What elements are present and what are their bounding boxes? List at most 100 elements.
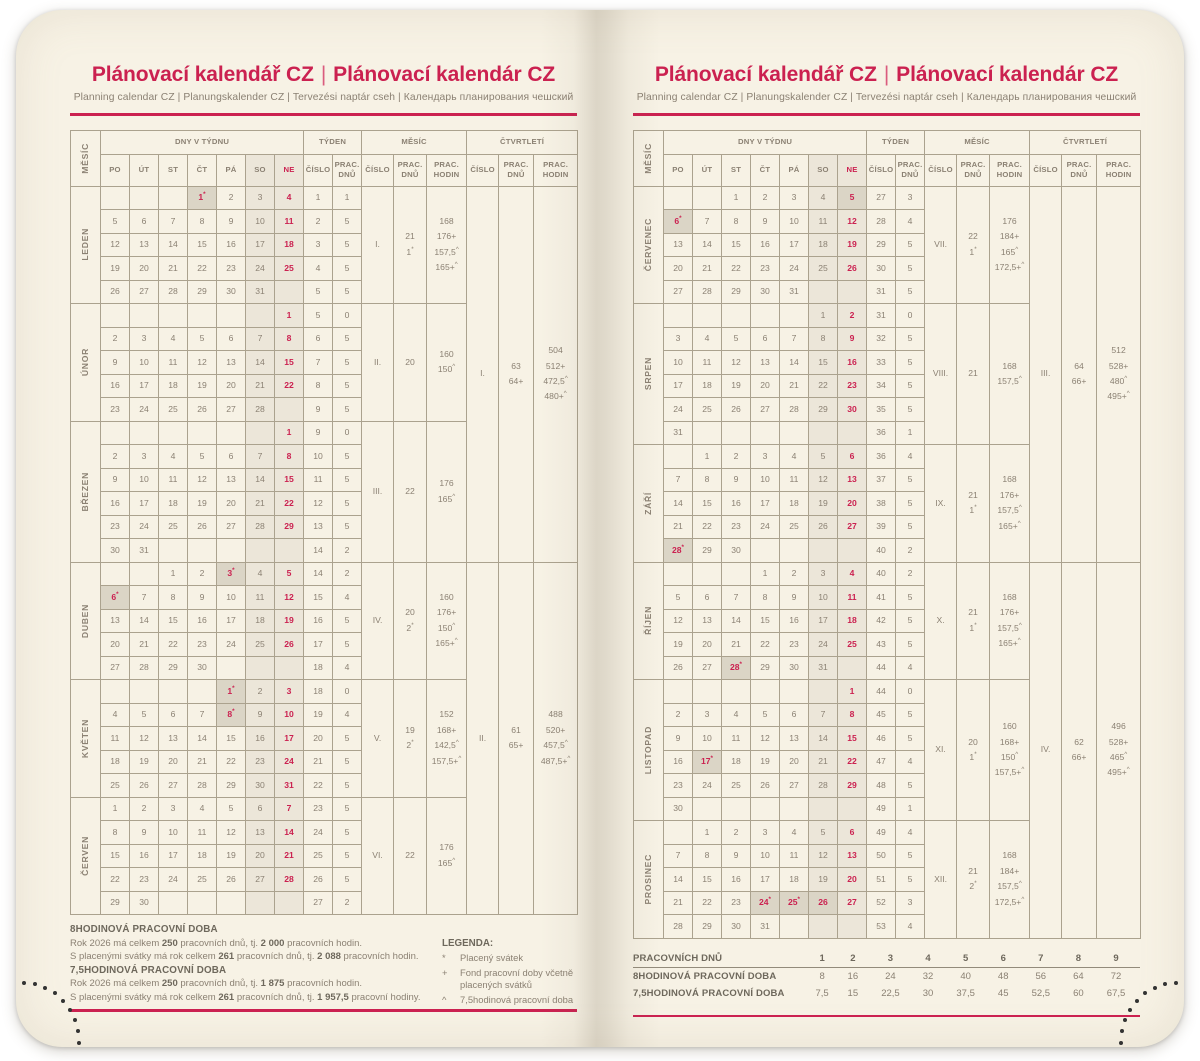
week-number-cell: 38: [866, 491, 897, 516]
day-cell: 15: [158, 608, 188, 633]
week-workdays-cell: 4: [332, 585, 363, 610]
working-days-row-label: 7,5HODINOVÁ PRACOVNÍ DOBA: [633, 987, 785, 999]
empty-day-cell: [100, 303, 130, 328]
day-cell: 28*: [721, 655, 751, 680]
week-workdays-cell: 1: [895, 420, 926, 445]
month-workhours-cell: 168 176+ 157,5^ 165+^: [989, 444, 1031, 563]
month-workdays-header: PRAC. DNŮ: [393, 153, 428, 187]
day-name-header: ST: [158, 153, 188, 187]
month-workhours-cell: 160 176+ 150^ 165+^: [426, 561, 468, 680]
day-cell: 19: [750, 749, 780, 774]
working-days-col-header: 9: [1092, 950, 1140, 968]
empty-day-cell: [779, 914, 809, 939]
week-number-cell: 7: [303, 350, 334, 375]
quarter-workdays-cell: 61 65+: [498, 561, 535, 915]
day-cell: 28: [692, 279, 722, 304]
week-number-cell: 4: [303, 256, 334, 281]
day-cell: 10: [750, 467, 780, 492]
day-cell: 20: [158, 749, 188, 774]
day-cell: 26: [187, 397, 217, 422]
day-cell: 25: [100, 773, 130, 798]
day-cell: 14: [808, 726, 838, 751]
week-number-cell: 32: [866, 326, 897, 351]
day-cell: 23: [779, 632, 809, 657]
week-number-cell: 52: [866, 890, 897, 915]
day-cell: 25: [692, 397, 722, 422]
month-number-cell: II.: [361, 303, 395, 422]
empty-day-cell: [245, 538, 275, 563]
working-days-row: 8HODINOVÁ PRACOVNÍ DOBA 8 16 24 32 40 48 56 64 72: [633, 968, 1140, 985]
empty-day-cell: [836, 655, 868, 680]
week-number-cell: 47: [866, 749, 897, 774]
week-workdays-cell: 5: [895, 232, 926, 257]
week-number-cell: 14: [303, 561, 334, 586]
day-cell: 19: [808, 867, 838, 892]
day-cell: 14: [158, 232, 188, 257]
day-cell: 9: [663, 726, 693, 751]
day-cell: 12: [187, 467, 217, 492]
day-cell: 9: [187, 585, 217, 610]
table-row: 23 24 25 26 27 28 9 5: [71, 397, 578, 422]
day-cell: 9: [100, 467, 130, 492]
day-cell: 5: [750, 702, 780, 727]
table-row: 9 10 11 12 13 14 15 46 5: [634, 726, 1141, 751]
day-cell: 1: [692, 444, 722, 469]
table-row: 18 19 20 21 22 23 24 21 5: [71, 749, 578, 774]
working-days-value: 40: [960, 970, 971, 982]
week-workdays-cell: 4: [895, 914, 926, 939]
empty-day-cell: [779, 303, 809, 328]
week-workdays-cell: 0: [895, 303, 926, 328]
day-cell: 29: [100, 890, 130, 915]
working-time-summary: 8HODINOVÁ PRACOVNÍ DOBA Rok 2026 má celk…: [70, 923, 577, 1005]
month-name: LISTOPAD: [633, 679, 664, 821]
month-number-header: ČÍSLO: [924, 153, 958, 187]
week-number-cell: 3: [303, 232, 334, 257]
week-number-cell: 6: [303, 326, 334, 351]
week-number-cell: 11: [303, 467, 334, 492]
week-number-cell: 39: [866, 514, 897, 539]
day-cell: 1: [836, 679, 868, 704]
day-cell: 19: [836, 232, 868, 257]
day-cell: 8: [692, 843, 722, 868]
day-cell: 7: [245, 444, 275, 469]
day-cell: 10: [750, 843, 780, 868]
day-cell: 5: [100, 209, 130, 234]
day-cell: 7: [663, 843, 693, 868]
empty-day-cell: [663, 303, 693, 328]
title-separator: |: [320, 63, 327, 86]
day-cell: 25: [273, 256, 305, 281]
day-cell: 14: [129, 608, 159, 633]
month-name: ZÁŘÍ: [633, 444, 664, 563]
week-workdays-cell: 5: [895, 585, 926, 610]
day-cell: 1: [273, 420, 305, 445]
day-cell: 21: [663, 890, 693, 915]
day-cell: 30: [663, 796, 693, 821]
day-cell: 7: [721, 585, 751, 610]
day-cell: 30: [836, 397, 868, 422]
day-cell: 27: [836, 514, 868, 539]
day-cell: 12: [808, 467, 838, 492]
week-workdays-cell: 2: [332, 561, 363, 586]
line-75h-1: Rok 2026 má celkem 250 pracovních dnů, t…: [70, 978, 363, 990]
working-days-header-row: PRACOVNÍCH DNŮ 1 2 3 4 5 6 7 8 9: [633, 950, 1140, 968]
week-workdays-cell: 5: [895, 350, 926, 375]
week-number-cell: 36: [866, 420, 897, 445]
stitch-dot: [60, 998, 65, 1003]
day-cell: 15: [836, 726, 868, 751]
week-number-cell: 10: [303, 444, 334, 469]
week-workdays-cell: 2: [895, 538, 926, 563]
table-row: 11 12 13 14 15 16 17 20 5: [71, 726, 578, 751]
day-cell: 1: [273, 303, 305, 328]
table-row: 5 6 7 8 9 10 11 41 5: [634, 585, 1141, 610]
day-cell: 22: [750, 632, 780, 657]
month-number-cell: XII.: [924, 820, 958, 939]
day-cell: 3: [750, 444, 780, 469]
month-workdays-cell: 21 1*: [956, 444, 991, 563]
week-number-cell: 51: [866, 867, 897, 892]
day-cell: 19: [187, 491, 217, 516]
day-cell: 13: [663, 232, 693, 257]
day-cell: 24: [692, 773, 722, 798]
day-cell: 24: [158, 867, 188, 892]
day-cell: 29: [216, 773, 246, 798]
